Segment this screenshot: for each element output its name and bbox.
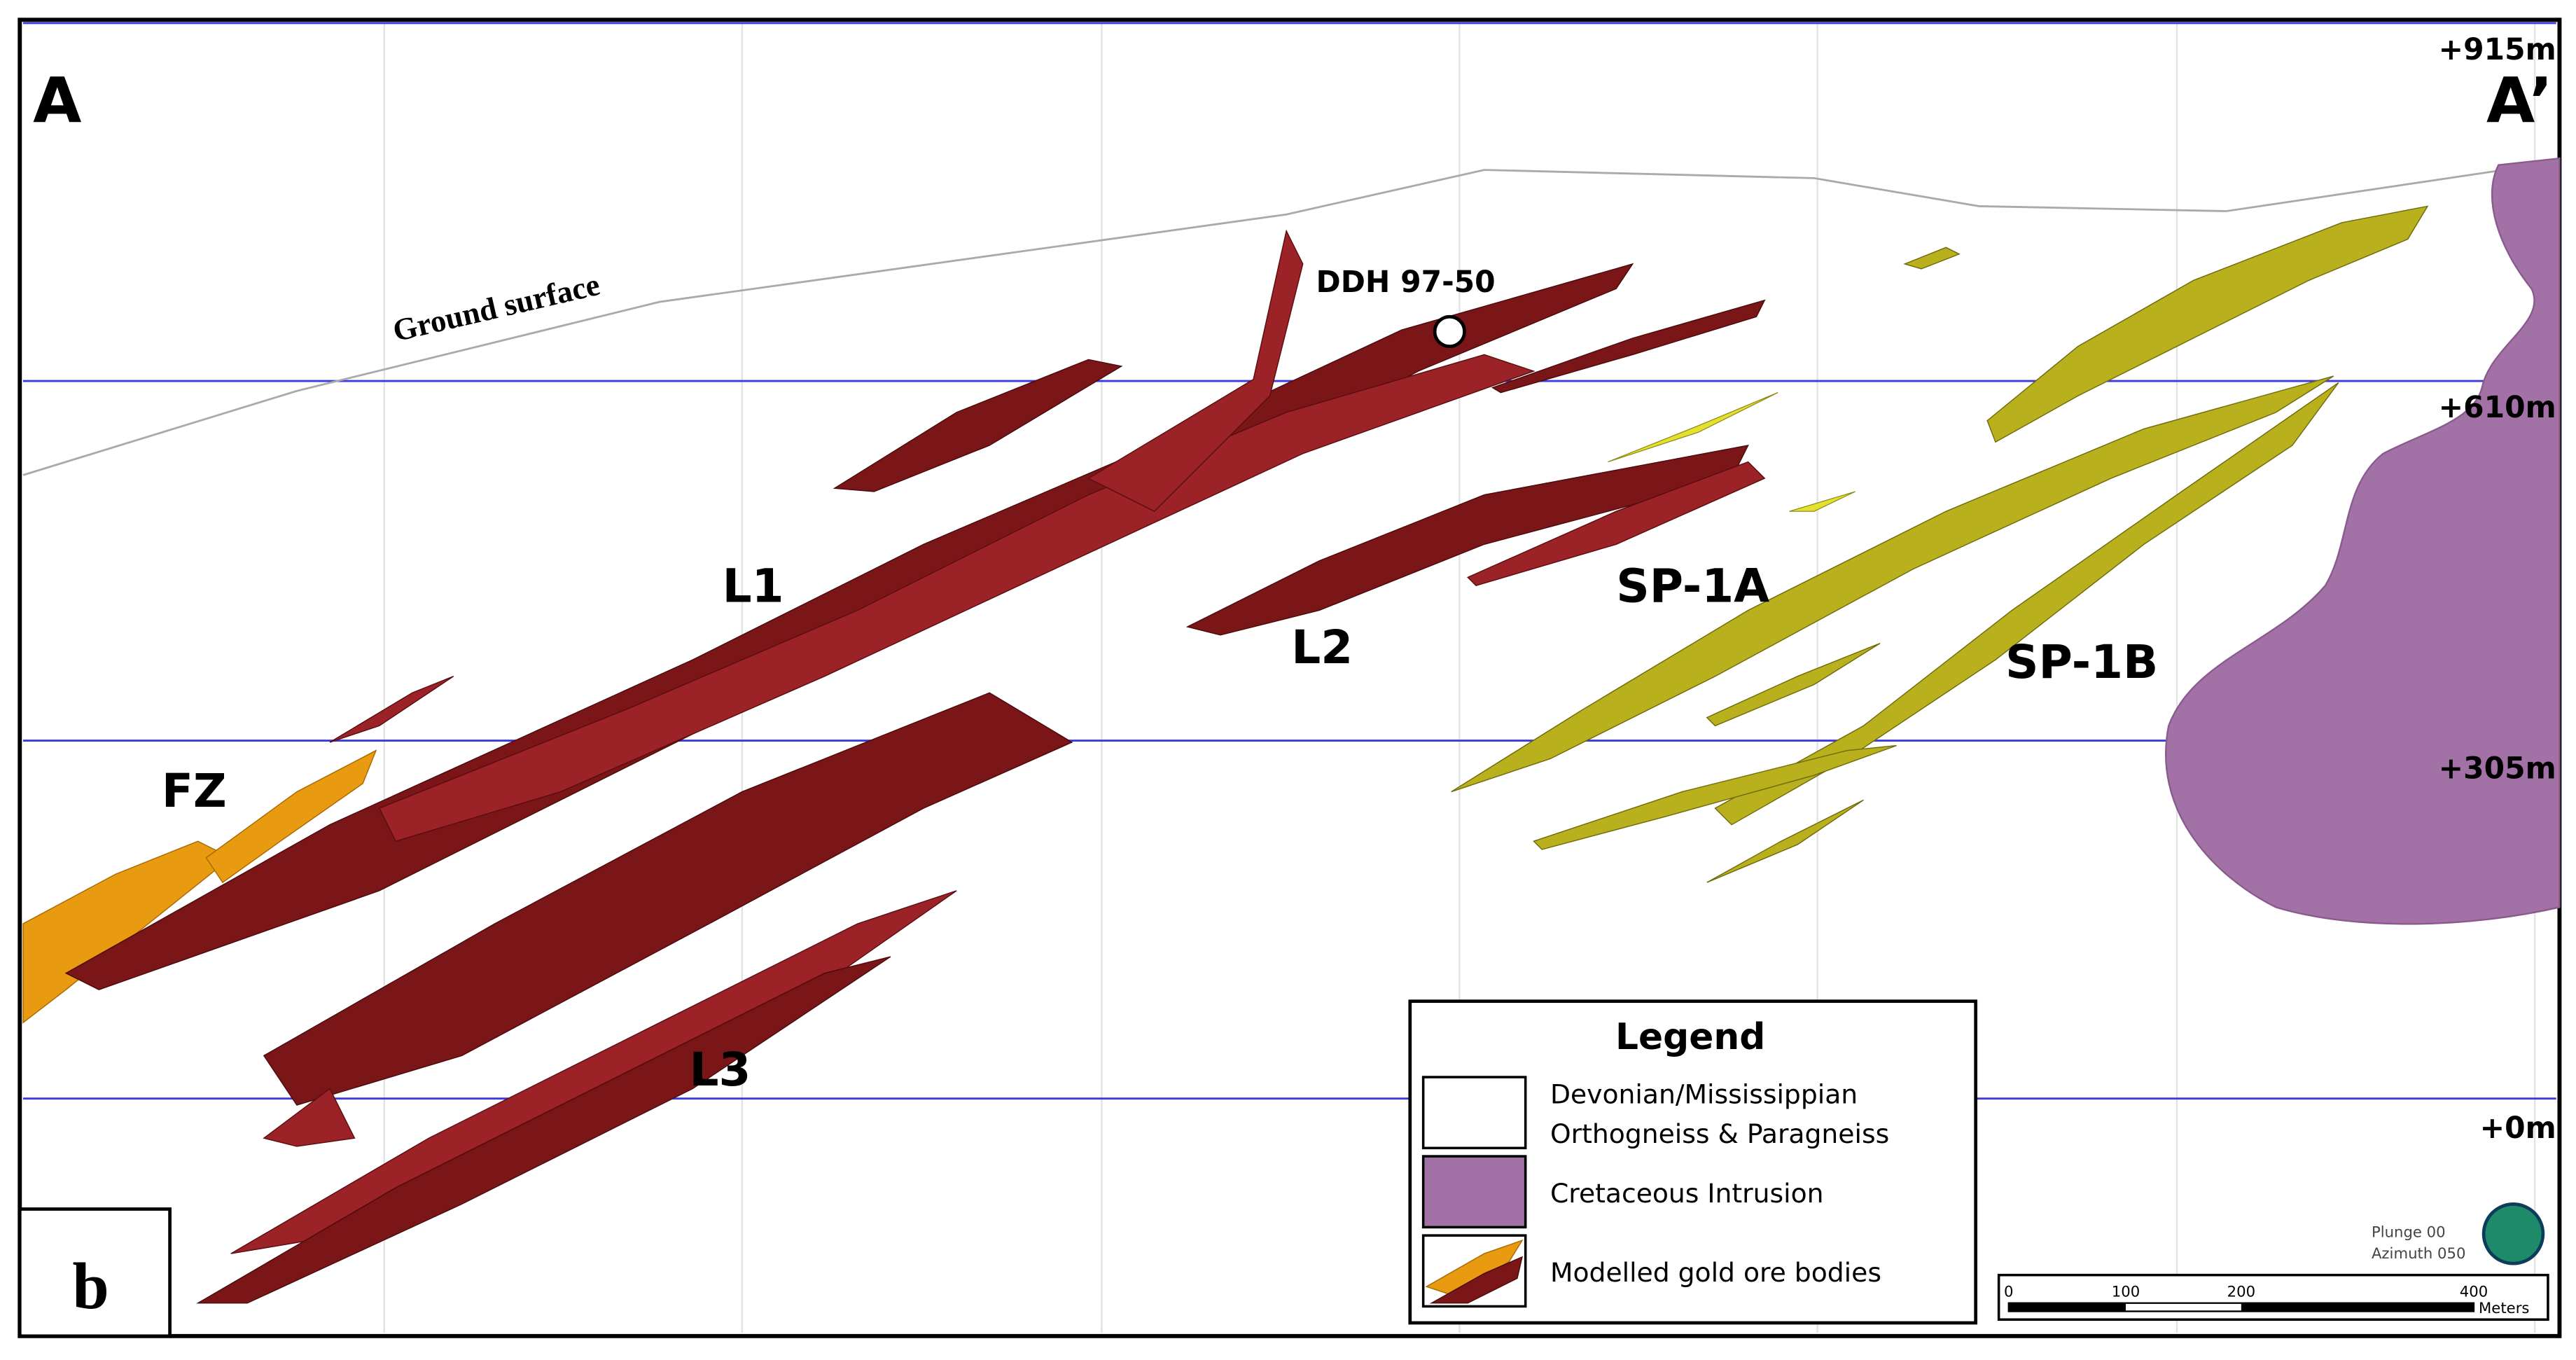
scale-tick-label: 100 [2112, 1282, 2140, 1300]
scale-unit: Meters [2479, 1299, 2529, 1317]
ground-surface-line [22, 160, 2560, 476]
ore-bodies-sp [1451, 205, 2429, 883]
legend-swatch [1421, 1076, 1527, 1150]
ore-body [833, 359, 1123, 492]
elevation-label: +0m [2480, 1111, 2556, 1145]
orientation-globe [2481, 1202, 2545, 1265]
zone-label: FZ [162, 764, 227, 818]
ore-body [329, 676, 454, 743]
ore-body [263, 1088, 356, 1147]
swatch-shape [1429, 1256, 1523, 1304]
zone-label: SP-1B [2005, 635, 2158, 689]
legend-text: Orthogneiss & Paragneiss [1550, 1118, 1889, 1149]
ore-body [1903, 247, 1961, 270]
ore-body [1706, 799, 1864, 883]
ore-body [1608, 392, 1778, 463]
frame [18, 18, 2562, 1338]
legend-text: Devonian/Mississippian [1550, 1079, 1858, 1110]
panel-label: b [72, 1250, 109, 1323]
legend-text: Cretaceous Intrusion [1550, 1178, 1824, 1209]
scale-tick-label: 400 [2460, 1282, 2488, 1300]
section-end-label: A’ [2486, 64, 2553, 137]
panel-box [18, 1207, 172, 1338]
legend-swatch [1421, 1234, 1527, 1308]
ore-body [205, 749, 377, 884]
ore-body [1087, 229, 1304, 513]
ore-body [378, 354, 1536, 842]
ore-body [1491, 299, 1766, 394]
legend-title: Legend [1615, 1016, 1765, 1058]
scale-tick-label: 0 [2004, 1282, 2013, 1300]
elevation-label: +610m [2439, 390, 2556, 424]
scale-segment [2008, 1303, 2126, 1312]
zone-label: L2 [1291, 620, 1353, 674]
azimuth-label: Azimuth 050 [2372, 1244, 2465, 1262]
zone-label: L1 [723, 560, 784, 613]
ore-bodies [22, 229, 1766, 1304]
swatch-shape [1425, 1239, 1524, 1296]
ore-body [263, 692, 1073, 1106]
plunge-label: Plunge 00 [2372, 1223, 2446, 1241]
intrusion [2165, 157, 2561, 925]
legend-swatch [1421, 1155, 1527, 1229]
drillhole-marker [1433, 314, 1466, 348]
ore-body [1714, 382, 2339, 826]
section-start-label: A [33, 64, 81, 137]
ore-body [1451, 375, 2334, 793]
elevation-lines [22, 22, 2556, 1100]
elevation-label: +305m [2439, 751, 2556, 786]
ore-body [1789, 491, 1856, 512]
ore-body [1533, 744, 1897, 850]
scale-tick-label: 200 [2227, 1282, 2255, 1300]
ore-body [1467, 461, 1766, 586]
ore-body [196, 956, 891, 1304]
scale-segment [2241, 1303, 2474, 1312]
legend-text: Modelled gold ore bodies [1550, 1257, 1881, 1288]
zone-label: L3 [690, 1043, 751, 1097]
ore-body [1986, 205, 2429, 443]
elevation-label: +915m [2439, 32, 2556, 67]
zone-label: SP-1A [1616, 560, 1769, 613]
ore-body [1706, 642, 1881, 727]
drillhole-label: DDH 97-50 [1316, 265, 1496, 299]
